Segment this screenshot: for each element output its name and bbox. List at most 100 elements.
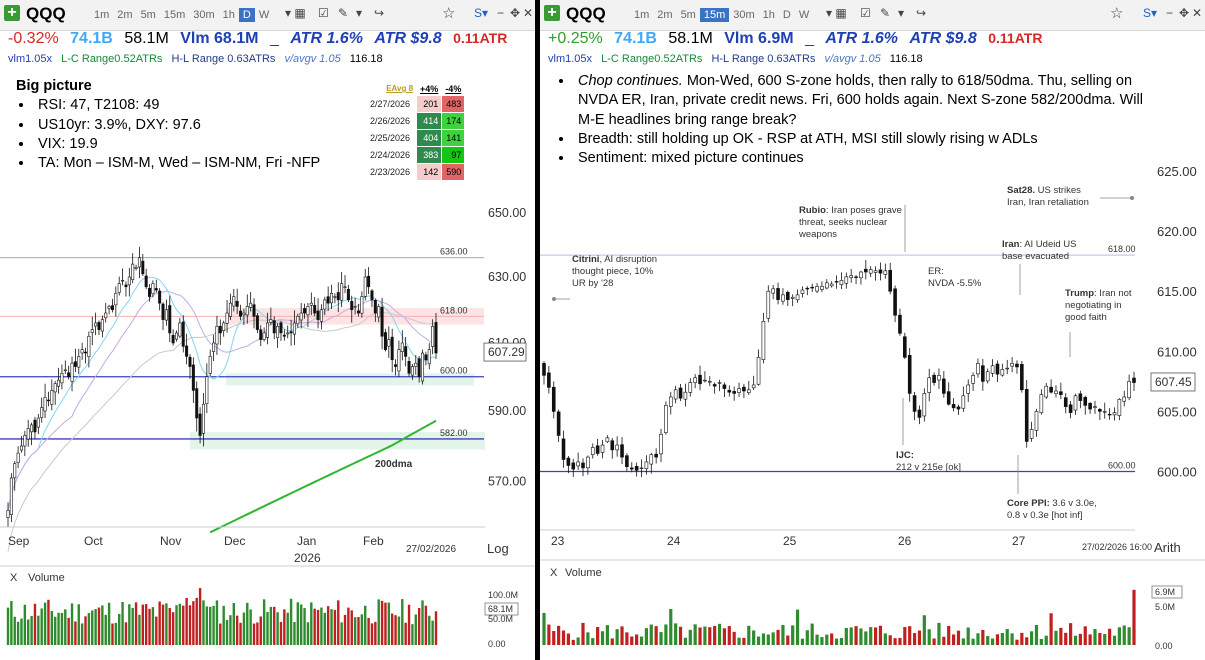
lc-range: L-C Range0.52ATRs — [61, 53, 163, 65]
candle-body — [1054, 390, 1058, 394]
scanner-icon[interactable]: S▾ — [474, 6, 489, 20]
chart-style-icon[interactable]: ▾ ▦ — [826, 6, 847, 20]
volume-bar — [776, 629, 780, 645]
volume-tick-label: 0.00 — [1155, 641, 1173, 651]
volume-bar — [849, 627, 853, 645]
dollar-volume: 74.1B — [70, 30, 113, 47]
draw-tool-icon[interactable]: ✎ — [880, 6, 891, 20]
volume-bar — [717, 623, 722, 645]
settings-icon[interactable]: ▾ — [898, 6, 905, 20]
panel-divider[interactable] — [535, 0, 540, 660]
minimize-icon[interactable]: − — [497, 6, 505, 20]
chart-style-icon[interactable]: ▾ ▦ — [285, 6, 306, 20]
timeframe-option[interactable]: 1h — [222, 9, 235, 21]
candle-body — [201, 403, 205, 434]
candle-body — [171, 334, 175, 344]
candle-body — [688, 382, 693, 393]
candle-body — [1098, 409, 1102, 412]
timeframe-option[interactable]: W — [258, 9, 270, 21]
volume-bar — [1000, 632, 1004, 645]
candle-body — [319, 309, 323, 322]
share-icon[interactable]: ↪ — [916, 6, 927, 20]
settings-icon[interactable]: ▾ — [356, 6, 363, 20]
candle-body — [390, 336, 394, 361]
volume-bar — [91, 610, 94, 645]
timeframe-option[interactable]: 15m — [163, 9, 186, 21]
volume-bar — [883, 633, 887, 645]
timeframe-option[interactable]: 5m — [140, 9, 156, 21]
star-icon[interactable]: ☆ — [442, 5, 456, 22]
indicators-icon[interactable]: ☑ — [318, 6, 329, 20]
chart-toolbar: + QQQ 1m 2m 5m 15m 30m 1h D W ▾ ▦ ☑ ✎ ▾ … — [0, 0, 535, 31]
add-chart-icon[interactable]: + — [4, 5, 20, 21]
volume-bar — [552, 630, 556, 645]
timeframe-selector: 1m 2m 5m 15m 30m 1h D W — [90, 8, 273, 22]
x-tick-label: 23 — [551, 534, 565, 548]
candle-body — [40, 407, 44, 418]
symbol-label[interactable]: QQQ — [26, 4, 66, 23]
move-icon[interactable]: ✥ — [510, 6, 521, 20]
draw-tool-icon[interactable]: ✎ — [338, 6, 349, 20]
timeframe-option[interactable]: 30m — [193, 9, 215, 21]
indicators-icon[interactable]: ☑ — [860, 6, 871, 20]
timeframe-option[interactable]: W — [798, 9, 810, 21]
volume-bar — [581, 622, 585, 645]
timeframe-option[interactable]: D — [782, 9, 791, 21]
volume-bar — [1064, 632, 1068, 645]
intraday-chart-panel: + QQQ 1m 2m 5m 15m 30m 1h D W ▾ ▦ ☑ ✎ ▾ … — [540, 0, 1205, 660]
candle-body — [756, 357, 761, 385]
note-bullet: RSI: 47, T2108: 49 — [34, 96, 320, 115]
volume-bar — [703, 626, 707, 645]
volume-bar — [316, 609, 320, 645]
timeframe-option-active[interactable]: D — [238, 8, 255, 22]
minimize-icon[interactable]: − — [1166, 6, 1174, 20]
star-icon[interactable]: ☆ — [1110, 5, 1124, 22]
timeframe-option[interactable]: 1m — [634, 9, 650, 21]
volume-tick-label: 6.9M — [1155, 587, 1175, 597]
candle-body — [566, 457, 571, 466]
volume-bar — [306, 622, 310, 645]
candle-body — [306, 306, 310, 316]
volume-bar — [259, 616, 262, 645]
volume-bar — [364, 605, 367, 645]
timeframe-option[interactable]: 30m — [733, 9, 755, 21]
ma200-line — [209, 419, 437, 534]
row-date: 2/23/2026 — [365, 163, 418, 181]
candle-body — [252, 304, 256, 317]
candle-body — [232, 296, 236, 307]
close-icon[interactable]: ✕ — [1192, 6, 1203, 20]
volume-bar — [1010, 633, 1014, 645]
timeframe-option[interactable]: 2m — [117, 9, 133, 21]
volume-bar — [698, 627, 702, 645]
volume-bar — [898, 637, 902, 645]
price-level-label: 618.00 — [440, 305, 468, 315]
symbol-label[interactable]: QQQ — [566, 4, 606, 23]
add-chart-icon[interactable]: + — [544, 5, 560, 21]
close-icon[interactable]: ✕ — [523, 6, 534, 20]
timeframe-option[interactable]: 5m — [680, 9, 696, 21]
timeframe-option[interactable]: 1m — [94, 9, 110, 21]
row-down: 483 — [441, 95, 466, 113]
volume-tick-label: 100.0M — [488, 590, 518, 600]
candle-body — [1044, 385, 1049, 398]
candle-body — [542, 363, 546, 376]
candle-body — [239, 310, 243, 317]
volume-bar — [571, 639, 575, 645]
volume-bar — [922, 615, 926, 645]
candle-body — [956, 406, 961, 410]
volume-bar — [586, 632, 590, 645]
row-date: 2/24/2026 — [365, 146, 418, 164]
candle-body — [397, 349, 401, 372]
timeframe-option-active[interactable]: 15m — [699, 8, 730, 22]
scanner-icon[interactable]: S▾ — [1143, 6, 1158, 20]
volume-bar — [1039, 638, 1043, 645]
share-icon[interactable]: ↪ — [374, 6, 385, 20]
y-tick-label: 570.00 — [488, 475, 526, 489]
row-up: 383 — [416, 146, 443, 164]
timeframe-option[interactable]: 1h — [762, 9, 775, 21]
x-tick-label: Sep — [8, 534, 30, 548]
move-icon[interactable]: ✥ — [1179, 6, 1190, 20]
daily-chart-panel: + QQQ 1m 2m 5m 15m 30m 1h D W ▾ ▦ ☑ ✎ ▾ … — [0, 0, 535, 660]
timeframe-option[interactable]: 2m — [657, 9, 673, 21]
volume-bar — [424, 605, 428, 645]
